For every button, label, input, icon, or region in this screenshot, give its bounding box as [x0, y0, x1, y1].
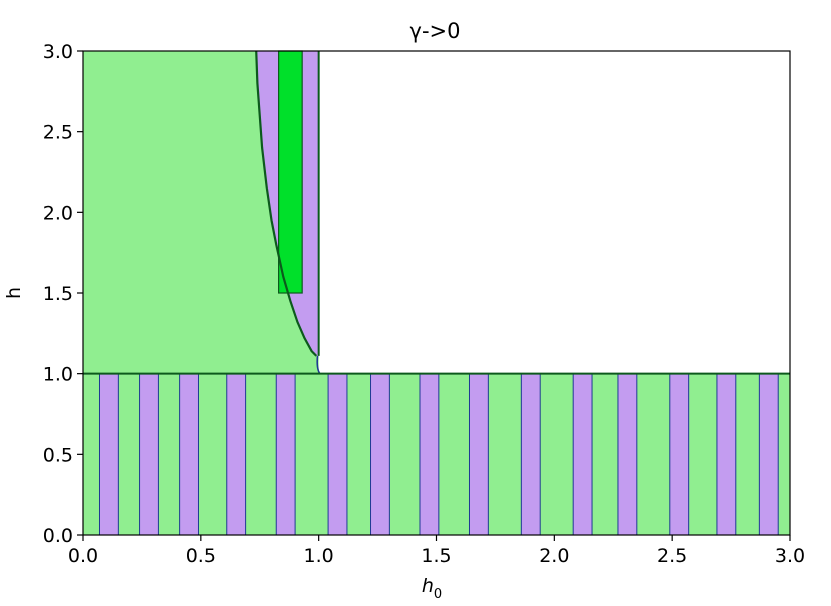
- x-tick-label-6: 3.0: [775, 545, 805, 567]
- axis-ticks: 0.0 0.5 1.0 1.5 2.0 2.5 3.0 0.0 0.5 1.0 1.5 2.0 2.5 3…: [43, 41, 805, 567]
- lower-stripe-1: [139, 373, 159, 536]
- x-axis-label: h0: [422, 575, 442, 601]
- lower-stripe-3: [226, 373, 247, 536]
- lower-stripe-6: [370, 373, 390, 536]
- x-axis-label-main: h: [422, 575, 434, 597]
- lower-stripe-7: [419, 373, 440, 536]
- lower-stripe-12: [669, 373, 690, 536]
- y-axis-label: h: [3, 287, 25, 299]
- y-tick-label-5: 2.5: [43, 122, 73, 144]
- boundary-curve: [255, 50, 318, 357]
- x-tick-label-5: 2.5: [657, 545, 687, 567]
- lower-stripe-2: [179, 373, 199, 536]
- x-tick-label-2: 1.0: [304, 545, 334, 567]
- x-tick-label-0: 0.0: [68, 545, 98, 567]
- y-tick-label-0: 0.0: [43, 525, 73, 547]
- lower-stripe-11: [617, 373, 638, 536]
- bright-green-region: [278, 50, 303, 294]
- lower-stripe-5: [327, 373, 348, 536]
- y-tick-label-4: 2.0: [43, 202, 73, 224]
- lower-stripe-9: [520, 373, 541, 536]
- chart-title: γ->0: [410, 19, 461, 43]
- lower-stripe-4: [275, 373, 296, 536]
- x-axis-label-subscript: 0: [434, 587, 442, 601]
- y-tick-label-2: 1.0: [43, 364, 73, 386]
- x-tick-label-3: 1.5: [421, 545, 451, 567]
- plot-area: [82, 50, 791, 536]
- lower-stripe-14: [758, 373, 779, 536]
- y-tick-label-3: 1.5: [43, 283, 73, 305]
- lower-stripe-13: [716, 373, 737, 536]
- lower-stripe-8: [468, 373, 489, 536]
- x-tick-label-1: 0.5: [186, 545, 216, 567]
- lower-stripe-10: [572, 373, 593, 536]
- x-tick-label-4: 2.0: [539, 545, 569, 567]
- lower-stripe-0: [98, 373, 119, 536]
- y-tick-label-1: 0.5: [43, 444, 73, 466]
- y-tick-label-6: 3.0: [43, 41, 73, 63]
